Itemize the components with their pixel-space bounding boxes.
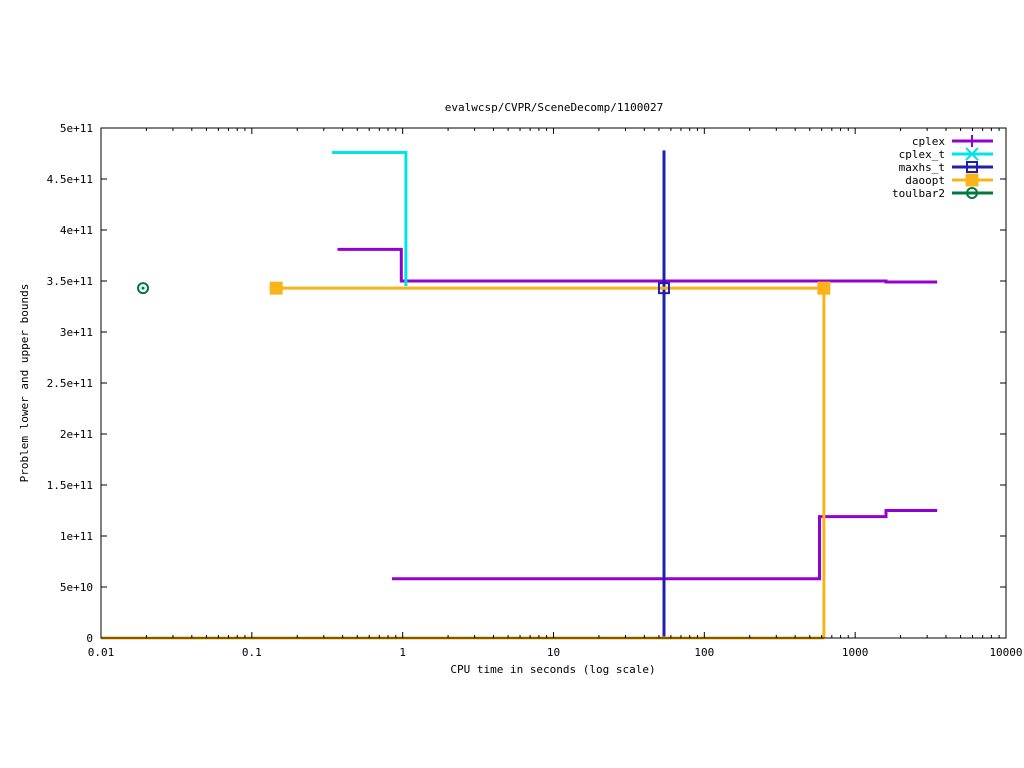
marker-shape xyxy=(966,187,978,199)
legend-label: maxhs_t xyxy=(899,161,945,174)
legend-item: cplex_t xyxy=(899,147,993,161)
legend-label: daoopt xyxy=(905,174,945,187)
series-toulbar2-point xyxy=(137,282,150,295)
series-daoopt-point xyxy=(817,281,831,295)
x-tick-label: 10000 xyxy=(989,646,1022,659)
x-tick-label: 1000 xyxy=(842,646,869,659)
legend-marker xyxy=(965,173,979,187)
y-tick-label: 4e+11 xyxy=(60,224,93,237)
legend-label: cplex_t xyxy=(899,148,945,161)
y-tick-label: 5e+11 xyxy=(60,122,93,135)
y-tick-label: 3e+11 xyxy=(60,326,93,339)
marker-center xyxy=(141,286,145,290)
legend-label: cplex xyxy=(912,135,945,148)
series-cplex-t-line xyxy=(332,151,408,287)
y-axis-label: Problem lower and upper bounds xyxy=(18,284,31,483)
x-axis-label: CPU time in seconds (log scale) xyxy=(450,663,655,676)
y-tick-label: 2e+11 xyxy=(60,428,93,441)
y-tick-label: 3.5e+11 xyxy=(47,275,93,288)
y-tick-label: 5e+10 xyxy=(60,581,93,594)
legend-marker xyxy=(965,147,979,161)
y-tick-labels: 0 5e+10 1e+11 1.5e+11 2e+11 2.5e+11 3e+11 3.5e+… xyxy=(47,122,93,645)
y-tick-label: 1.5e+11 xyxy=(47,479,93,492)
marker-shape xyxy=(966,161,978,173)
marker-stroke xyxy=(965,147,979,161)
series-daoopt-point xyxy=(269,281,283,295)
y-tick-label: 0 xyxy=(86,632,93,645)
marker-shape xyxy=(657,282,670,295)
series-daoopt-line xyxy=(276,286,826,638)
chart-title: evalwcsp/CVPR/SceneDecomp/1100027 xyxy=(445,101,664,114)
marker-shape xyxy=(965,173,979,187)
legend-item: toulbar2 xyxy=(892,187,993,200)
marker-center xyxy=(970,191,974,195)
legend-marker xyxy=(966,135,978,147)
x-tick-labels: 0.01 0.1 1 10 100 1000 10000 xyxy=(88,646,1023,659)
marker-shape xyxy=(269,281,283,295)
y-tick-label: 2.5e+11 xyxy=(47,377,93,390)
legend-label: toulbar2 xyxy=(892,187,945,200)
x-tick-label: 0.1 xyxy=(242,646,262,659)
y-tick-label: 4.5e+11 xyxy=(47,173,93,186)
series-cplex-line xyxy=(392,509,938,581)
series-cplex-line xyxy=(337,247,938,284)
x-tick-label: 100 xyxy=(694,646,714,659)
y-tick-label: 1e+11 xyxy=(60,530,93,543)
axis-ticks xyxy=(100,127,1007,639)
series-maxhs-t-point xyxy=(657,282,670,295)
marker-shape xyxy=(817,281,831,295)
legend-item: cplex xyxy=(912,135,993,148)
x-tick-label: 1 xyxy=(399,646,406,659)
x-tick-label: 0.01 xyxy=(88,646,115,659)
x-tick-label: 10 xyxy=(547,646,560,659)
legend-item: maxhs_t xyxy=(899,161,993,174)
plot-lines xyxy=(101,150,938,640)
legend-item: daoopt xyxy=(905,173,993,187)
plot-frame xyxy=(100,127,1007,639)
legend-marker xyxy=(966,187,978,199)
legend-marker xyxy=(966,161,978,173)
plot-markers xyxy=(137,281,831,295)
marker-shape xyxy=(137,282,150,295)
